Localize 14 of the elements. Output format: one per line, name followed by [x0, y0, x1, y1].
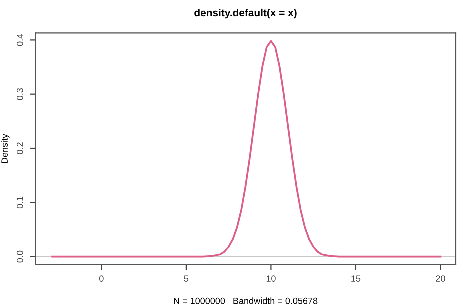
y-tick-label: 0.4: [16, 34, 24, 46]
x-tick-label: 0: [100, 276, 104, 282]
line-series: [52, 40, 442, 258]
y-axis-title: Density: [1, 134, 10, 164]
x-tick-label: 5: [184, 276, 189, 282]
y-tick-label: 0.2: [16, 142, 24, 154]
x-tick-label: 10: [266, 276, 276, 282]
x-tick-label: 15: [352, 276, 361, 282]
x-tick-label: 20: [436, 276, 446, 282]
x-axis-title: N = 1000000 Bandwidth = 0.05678: [174, 298, 318, 304]
y-tick-label: 0.1: [16, 196, 24, 209]
chart-title: density.default(x = x): [194, 8, 297, 19]
y-tick-label: 0.0: [16, 250, 24, 263]
y-tick-label: 0.3: [16, 88, 24, 100]
